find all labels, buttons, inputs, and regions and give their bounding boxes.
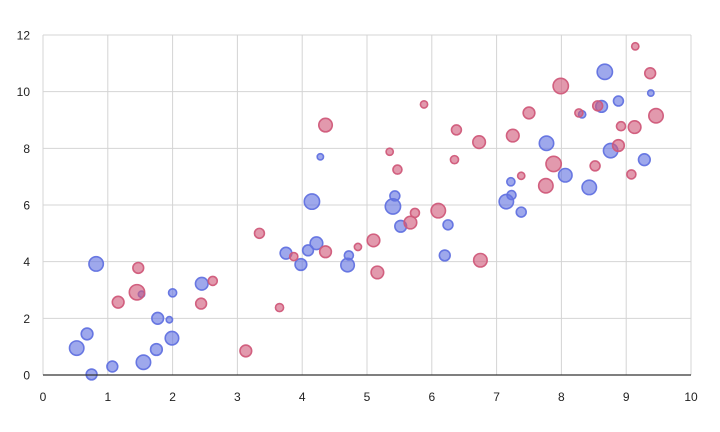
bubble-point[interactable]: [449, 154, 460, 165]
y-axis-tick-labels: 0 2 4 6 8 10 12: [17, 29, 31, 383]
bubble-point[interactable]: [450, 124, 463, 136]
y-tick-label: 0: [23, 369, 30, 383]
bubble-point[interactable]: [409, 207, 421, 219]
bubble-point[interactable]: [515, 206, 527, 218]
bubble-point[interactable]: [505, 128, 520, 143]
bubble-point[interactable]: [522, 106, 536, 120]
series-2: [111, 41, 665, 358]
y-tick-label: 8: [23, 142, 30, 156]
bubble-point[interactable]: [68, 340, 85, 357]
bubble-point[interactable]: [392, 164, 403, 175]
bubble-point[interactable]: [516, 171, 526, 181]
y-tick-label: 10: [17, 85, 31, 99]
bubble-point[interactable]: [167, 287, 178, 298]
bubble-point[interactable]: [207, 275, 219, 287]
x-tick-label: 9: [623, 390, 630, 404]
y-tick-label: 2: [23, 312, 30, 326]
bubble-point[interactable]: [442, 219, 454, 231]
bubble-point[interactable]: [343, 250, 355, 261]
bubble-point[interactable]: [151, 311, 165, 325]
bubble-point[interactable]: [385, 147, 395, 157]
bubble-point[interactable]: [274, 302, 285, 313]
bubble-point[interactable]: [612, 95, 625, 107]
x-tick-label: 8: [558, 390, 565, 404]
bubble-point[interactable]: [626, 169, 637, 180]
bubble-point[interactable]: [596, 63, 614, 81]
bubble-point[interactable]: [149, 342, 164, 357]
bubble-point[interactable]: [239, 344, 253, 358]
bubble-point[interactable]: [106, 360, 119, 373]
x-tick-label: 6: [428, 390, 435, 404]
bubble-point[interactable]: [591, 100, 604, 112]
bubble-point[interactable]: [589, 160, 601, 172]
bubble-point[interactable]: [318, 245, 333, 259]
bubble-point[interactable]: [316, 152, 325, 161]
bubble-point[interactable]: [164, 330, 180, 346]
horizontal-gridlines: [43, 34, 691, 319]
y-tick-label: 12: [17, 29, 31, 43]
bubble-point[interactable]: [88, 255, 105, 272]
x-tick-label: 5: [364, 390, 371, 404]
bubble-point[interactable]: [366, 233, 381, 248]
bubble-point[interactable]: [111, 295, 125, 309]
bubble-point[interactable]: [630, 41, 640, 51]
bubble-point[interactable]: [309, 236, 324, 251]
bubble-point[interactable]: [317, 117, 334, 133]
bubble-point[interactable]: [627, 119, 642, 135]
bubble-point[interactable]: [194, 276, 209, 291]
bubble-point[interactable]: [472, 135, 487, 150]
bubble-point[interactable]: [128, 283, 146, 301]
bubble-point[interactable]: [370, 265, 385, 280]
bubble-point[interactable]: [135, 354, 152, 371]
bubble-point[interactable]: [552, 77, 570, 95]
bubble-point[interactable]: [253, 227, 266, 240]
x-axis-tick-labels: 0 1 2 3 4 5 6 7 8 9 10: [40, 390, 698, 404]
bubble-point[interactable]: [389, 190, 401, 202]
x-tick-label: 1: [104, 390, 111, 404]
bubble-point[interactable]: [353, 242, 363, 252]
bubble-point[interactable]: [165, 315, 174, 324]
bubble-point[interactable]: [301, 244, 315, 257]
y-tick-label: 6: [23, 199, 30, 213]
bubble-point[interactable]: [438, 249, 451, 262]
bubble-point[interactable]: [80, 327, 94, 341]
bubble-point[interactable]: [574, 108, 584, 118]
bubble-point[interactable]: [646, 89, 655, 98]
x-tick-label: 0: [40, 390, 47, 404]
bubble-point[interactable]: [538, 135, 555, 152]
bubble-point[interactable]: [537, 177, 554, 194]
bubble-point[interactable]: [403, 215, 418, 230]
bubble-layer: [68, 41, 665, 381]
bubble-point[interactable]: [506, 189, 517, 201]
x-tick-label: 2: [169, 390, 176, 404]
bubble-point[interactable]: [637, 153, 651, 167]
x-tick-label: 4: [299, 390, 306, 404]
bubble-point[interactable]: [611, 138, 626, 153]
x-tick-label: 10: [684, 390, 698, 404]
bubble-point[interactable]: [506, 176, 516, 187]
bubble-point[interactable]: [648, 107, 665, 124]
bubble-point[interactable]: [132, 261, 145, 275]
bubble-point[interactable]: [294, 257, 308, 272]
x-tick-label: 3: [234, 390, 241, 404]
x-tick-label: 7: [493, 390, 500, 404]
bubble-point[interactable]: [545, 155, 563, 173]
bubble-point[interactable]: [419, 100, 429, 109]
bubble-point[interactable]: [194, 297, 208, 310]
bubble-point[interactable]: [643, 67, 657, 80]
bubble-point[interactable]: [288, 251, 299, 262]
bubble-point[interactable]: [557, 167, 573, 183]
y-tick-label: 4: [23, 255, 30, 269]
bubble-point[interactable]: [430, 202, 447, 219]
bubble-point[interactable]: [472, 252, 488, 268]
bubble-point[interactable]: [581, 179, 598, 196]
bubble-point[interactable]: [303, 193, 321, 211]
bubble-point[interactable]: [615, 120, 627, 132]
